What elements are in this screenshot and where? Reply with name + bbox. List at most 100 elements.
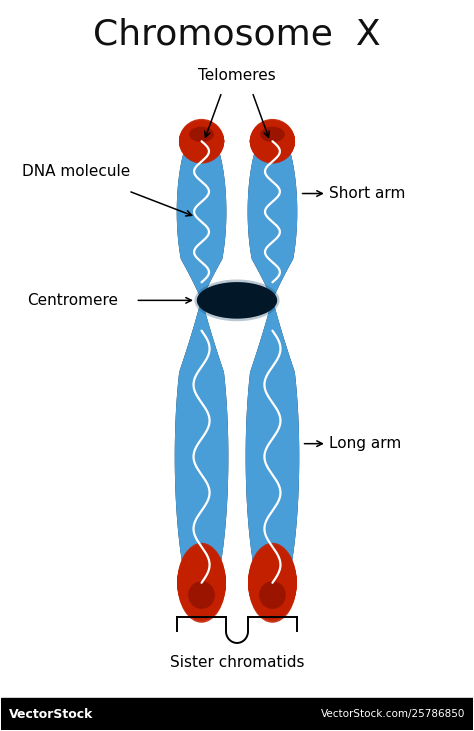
Polygon shape [192,404,211,510]
Polygon shape [181,338,222,576]
Polygon shape [191,174,212,249]
Polygon shape [251,334,294,579]
Ellipse shape [250,119,295,164]
Polygon shape [191,176,212,247]
Polygon shape [264,407,281,507]
Polygon shape [265,188,279,235]
Ellipse shape [248,579,297,587]
Polygon shape [247,126,297,298]
Polygon shape [177,128,226,296]
Polygon shape [193,407,210,507]
Polygon shape [266,190,279,234]
Polygon shape [268,431,277,482]
Polygon shape [177,126,227,298]
Polygon shape [257,159,288,265]
Polygon shape [256,157,288,267]
Ellipse shape [248,555,297,610]
Polygon shape [257,369,288,545]
Polygon shape [260,168,285,255]
Ellipse shape [179,130,224,153]
Polygon shape [269,439,276,475]
Ellipse shape [250,124,295,158]
Polygon shape [255,355,290,558]
Polygon shape [200,282,274,319]
Polygon shape [184,355,219,558]
Ellipse shape [250,132,295,150]
Polygon shape [196,425,207,489]
Polygon shape [265,414,280,499]
Polygon shape [180,137,223,286]
Ellipse shape [248,573,297,593]
Polygon shape [254,352,291,562]
Polygon shape [262,174,283,249]
Polygon shape [250,330,294,583]
Polygon shape [183,352,220,562]
Polygon shape [259,167,285,257]
Polygon shape [195,421,208,493]
Polygon shape [261,390,284,523]
Polygon shape [264,180,282,243]
Polygon shape [253,145,292,279]
Bar [0,698,474,730]
Polygon shape [187,161,216,263]
Ellipse shape [179,119,224,164]
Text: Short arm: Short arm [329,186,406,201]
Ellipse shape [177,547,226,618]
Polygon shape [192,178,211,246]
Polygon shape [267,428,277,485]
Text: VectorStock.com/25786850: VectorStock.com/25786850 [320,709,465,719]
Ellipse shape [177,575,226,591]
Polygon shape [249,320,296,593]
Ellipse shape [179,124,224,159]
Ellipse shape [248,567,297,599]
Polygon shape [178,132,225,292]
Ellipse shape [248,565,297,601]
Ellipse shape [250,126,295,157]
Ellipse shape [248,557,297,609]
Polygon shape [232,298,242,303]
Polygon shape [252,338,293,576]
Ellipse shape [177,577,226,588]
Polygon shape [194,186,209,238]
Ellipse shape [248,571,297,595]
Ellipse shape [179,131,224,151]
Ellipse shape [177,579,226,587]
Polygon shape [258,372,287,541]
Polygon shape [178,129,225,294]
Polygon shape [179,327,224,586]
Polygon shape [213,289,261,311]
Polygon shape [246,303,299,610]
Ellipse shape [250,138,295,145]
Polygon shape [252,141,293,282]
Polygon shape [255,151,290,273]
Polygon shape [264,184,281,240]
Polygon shape [183,149,219,274]
Polygon shape [250,327,295,586]
Polygon shape [195,417,209,496]
Ellipse shape [179,139,224,143]
Ellipse shape [179,134,224,149]
Polygon shape [191,400,211,513]
Polygon shape [186,366,218,548]
Polygon shape [189,383,214,531]
Polygon shape [255,358,290,555]
Ellipse shape [250,139,295,143]
Ellipse shape [177,571,226,595]
Ellipse shape [179,121,224,162]
Polygon shape [253,143,292,280]
Ellipse shape [177,565,226,601]
Polygon shape [198,197,206,226]
Polygon shape [199,283,275,318]
Polygon shape [267,425,278,489]
Ellipse shape [260,126,285,142]
Ellipse shape [189,126,214,142]
Ellipse shape [248,549,297,617]
Polygon shape [184,358,219,555]
Ellipse shape [248,550,297,615]
Polygon shape [189,167,215,257]
Polygon shape [197,282,277,319]
Polygon shape [177,317,226,596]
Polygon shape [262,397,283,517]
Ellipse shape [177,569,226,596]
Polygon shape [196,194,207,230]
